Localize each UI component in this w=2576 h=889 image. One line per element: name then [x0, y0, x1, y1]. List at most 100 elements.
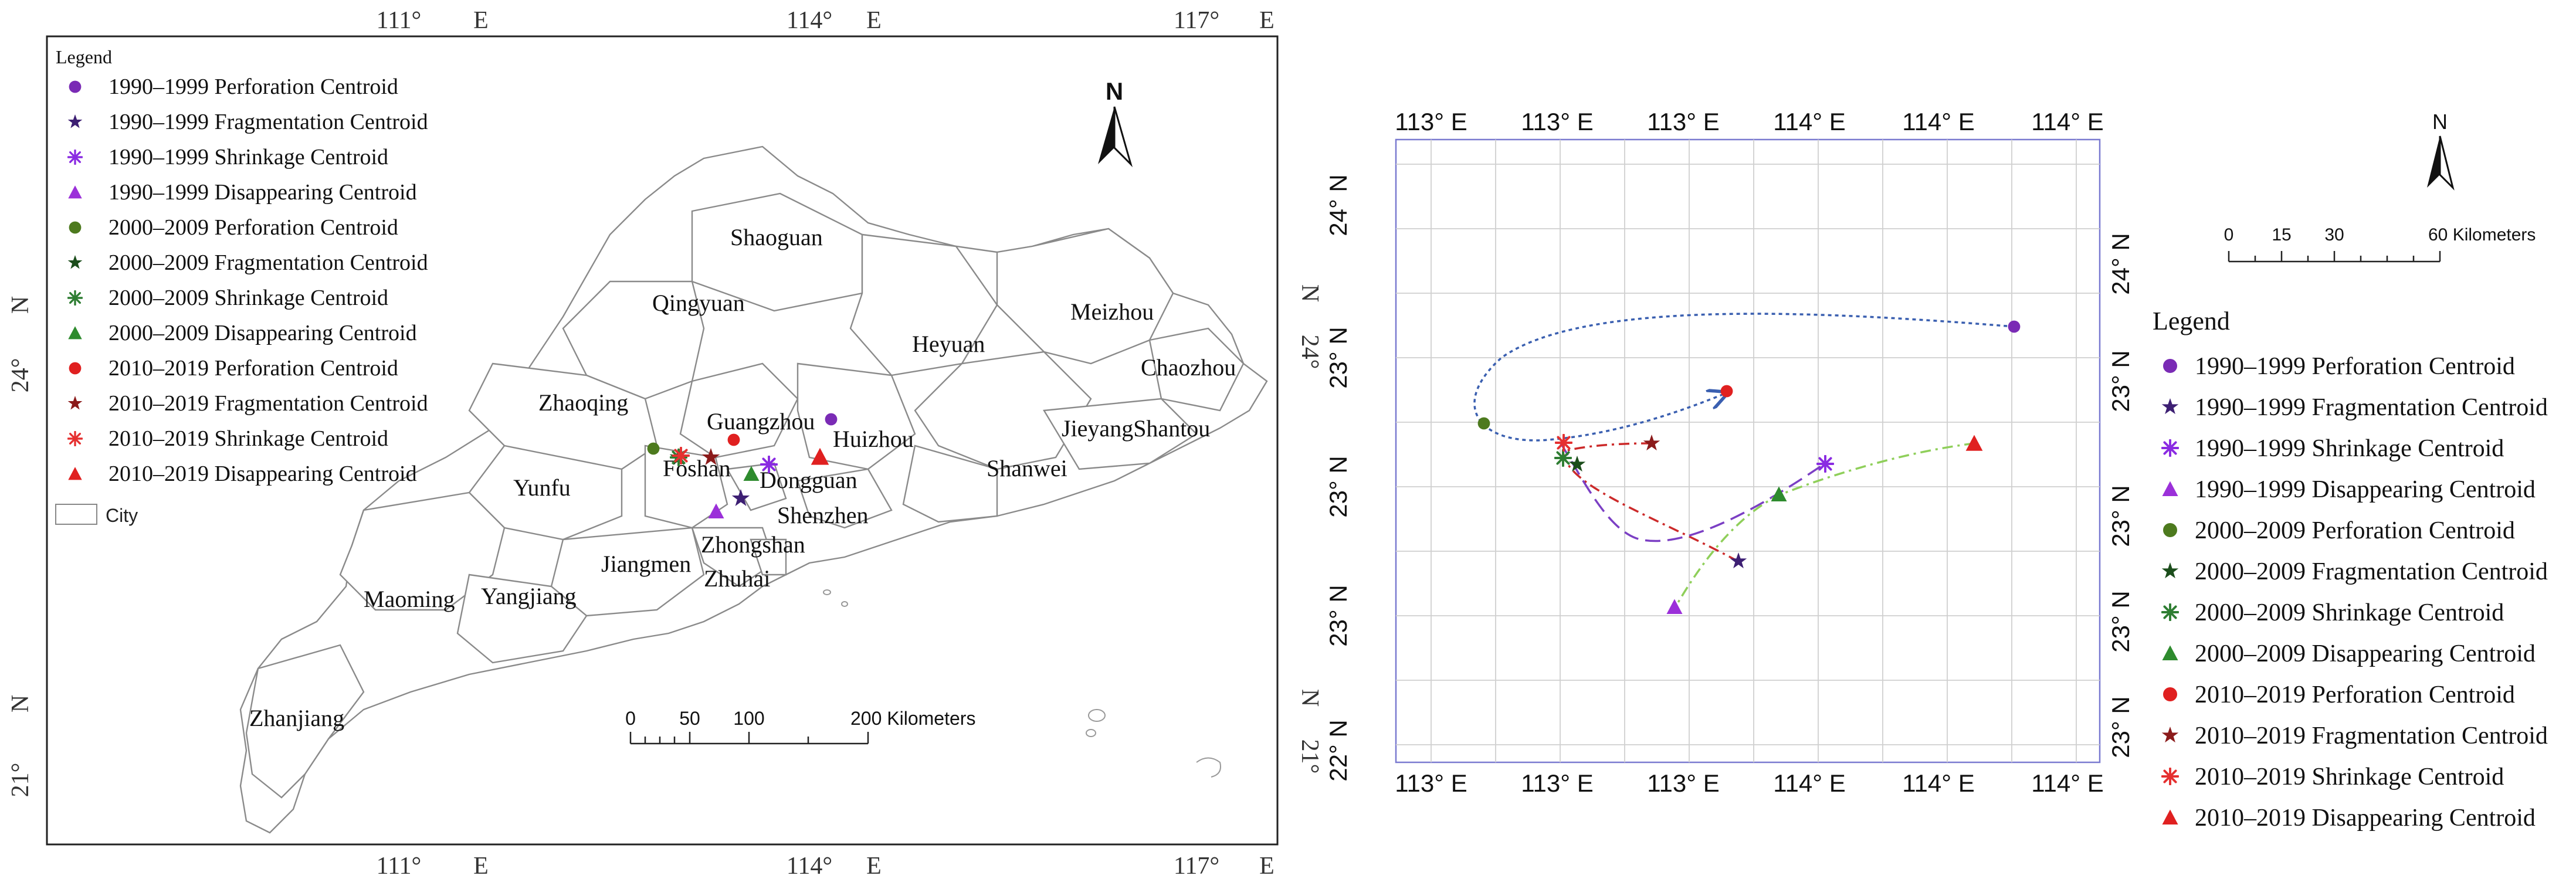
right-legend-marker-1 — [2161, 398, 2179, 415]
right-map-frame — [1395, 138, 2101, 764]
right-bottom-tick-0: 113° E — [1395, 769, 1467, 797]
right-legend-label-10: 2010–2019 Shrinkage Centroid — [2195, 764, 2504, 790]
left-top-tick-114: 114° — [787, 7, 832, 34]
city-label-zhaoqing: Zhaoqing — [538, 389, 628, 416]
trajectory-shrinkage[interactable] — [1559, 442, 1826, 542]
city-label-shaoguan: Shaoguan — [730, 224, 823, 250]
left-top-tick-111: 111° — [377, 7, 422, 34]
right-bottom-tick-1: 113° E — [1521, 769, 1593, 797]
right-legend-label-11: 2010–2019 Disappearing Centroid — [2195, 805, 2536, 832]
left-north-label: N — [1106, 77, 1123, 105]
right-side-tick-24-n: N — [1296, 284, 1323, 302]
left-scale-bar: 0 50 100 200 Kilometers — [625, 708, 975, 745]
left-scale-tick-100: 100 — [733, 708, 764, 729]
left-bottom-tick-114: 114° — [787, 853, 832, 880]
left-map-panel: 111° E 114° E 117° E 111° E 114° E 117° … — [7, 7, 1323, 880]
trajectory-perforation[interactable] — [1473, 313, 2015, 442]
coastal-islands — [823, 589, 1221, 778]
right-side-tick-21-n: N — [1296, 689, 1323, 707]
left-top-tick-117: 117° — [1174, 7, 1219, 34]
city-label-guangzhou: Guangzhou — [707, 408, 815, 435]
right-map-grid — [1396, 140, 2100, 762]
city-label-zhuhai: Zhuhai — [704, 565, 770, 592]
right-legend-marker-5 — [2161, 562, 2179, 579]
left-legend-label-8: 2010–2019 Perforation Centroid — [109, 356, 398, 381]
marker-2010-shrinkage — [672, 447, 690, 464]
left-bottom-tick-111-e: E — [473, 853, 489, 880]
left-bottom-tick-117-e: E — [1259, 853, 1275, 880]
left-side-tick-21-n: N — [7, 695, 34, 712]
right-top-tick-3: 114° E — [1773, 108, 1845, 135]
left-legend: Legend 1990–1999 Perforation Centroid 199… — [55, 46, 428, 526]
right-bottom-tick-2: 113° E — [1647, 769, 1719, 797]
left-north-arrow-left-half — [1098, 107, 1114, 164]
right-scale-tick-30: 30 — [2324, 225, 2344, 245]
right-north-arrow-left-half — [2427, 136, 2440, 188]
right-top-tick-2: 113° E — [1647, 108, 1719, 135]
right-bottom-tick-4: 114° E — [1902, 769, 1974, 797]
right-legend-label-6: 2000–2009 Shrinkage Centroid — [2195, 599, 2504, 626]
trajectory-fragmentation[interactable] — [1562, 442, 1740, 563]
right-north-label: N — [2432, 110, 2448, 134]
right-scale-tick-60: 60 Kilometers — [2428, 225, 2536, 245]
city-label-zhanjiang: Zhanjiang — [249, 705, 344, 731]
right-marker-1990-perforation — [2008, 320, 2021, 333]
left-legend-marker-4 — [69, 221, 82, 234]
marker-1990-perforation — [825, 413, 838, 426]
left-legend-label-5: 2000–2009 Fragmentation Centroid — [109, 250, 428, 275]
left-legend-city-swatch — [55, 504, 97, 525]
city-label-zhongshan: Zhongshan — [701, 531, 805, 558]
left-side-tick-24: 24° — [7, 358, 34, 393]
left-legend-label-0: 1990–1999 Perforation Centroid — [109, 74, 398, 99]
right-legend-label-9: 2010–2019 Fragmentation Centroid — [2195, 722, 2548, 749]
right-legend: Legend 1990–1999 Perforation Centroid 199… — [2153, 307, 2548, 832]
right-legend-marker-6 — [2161, 603, 2179, 621]
marker-2010-perforation — [727, 433, 740, 446]
right-map-panel: 113° E 113° E 113° E 114° E 114° E 114° … — [1324, 108, 2548, 832]
right-legend-marker-2 — [2161, 439, 2179, 457]
left-north-arrow: N — [1098, 77, 1133, 168]
right-marker-2010-perforation — [1720, 385, 1733, 398]
right-legend-marker-0 — [2163, 359, 2177, 373]
right-legend-label-4: 2000–2009 Perforation Centroid — [2195, 517, 2515, 544]
left-scale-tick-0: 0 — [625, 708, 636, 729]
right-marker-2010-shrinkage — [1555, 434, 1572, 452]
right-left-tick-2: 23° N — [1324, 456, 1352, 518]
right-right-tick-0: 24° N — [2107, 233, 2134, 295]
right-north-arrow: N — [2427, 110, 2455, 191]
right-right-tick-4: 23° N — [2107, 696, 2134, 758]
marker-2000-perforation — [647, 442, 660, 455]
right-legend-marker-8 — [2163, 687, 2177, 701]
province-boundary — [239, 145, 1268, 834]
right-legend-label-3: 1990–1999 Disappearing Centroid — [2195, 476, 2536, 503]
right-legend-label-5: 2000–2009 Fragmentation Centroid — [2195, 558, 2548, 585]
right-right-tick-2: 23° N — [2107, 485, 2134, 547]
city-label-heyuan: Heyuan — [912, 331, 985, 357]
city-label-yangjiang: Yangjiang — [481, 583, 577, 609]
city-label-yunfu: Yunfu — [513, 474, 571, 501]
right-legend-label-8: 2010–2019 Perforation Centroid — [2195, 681, 2515, 708]
right-top-tick-5: 114° E — [2031, 108, 2103, 135]
city-label-huizhou: Huizhou — [833, 426, 914, 452]
left-top-tick-111-e: E — [473, 7, 489, 34]
left-legend-marker-10 — [67, 431, 83, 446]
right-top-tick-4: 114° E — [1902, 108, 1974, 135]
right-legend-marker-4 — [2163, 523, 2177, 537]
right-right-tick-3: 23° N — [2107, 591, 2134, 653]
left-legend-marker-0 — [69, 80, 82, 93]
city-label-meizhou: Meizhou — [1070, 298, 1154, 325]
city-label-jieyangshantou: JieyangShantou — [1062, 415, 1210, 442]
right-left-tick-3: 23° N — [1324, 585, 1352, 647]
right-side-tick-21: 21° — [1296, 739, 1323, 774]
left-bottom-tick-117: 117° — [1174, 853, 1219, 880]
right-legend-marker-3 — [2162, 481, 2178, 496]
right-legend-marker-7 — [2162, 645, 2178, 660]
right-scale-bar: 0 15 30 60 Kilometers — [2224, 225, 2536, 263]
left-north-arrow-right-half — [1113, 106, 1133, 168]
right-marker-1990-shrinkage — [1816, 455, 1834, 473]
left-top-tick-117-e: E — [1259, 7, 1275, 34]
left-legend-marker-8 — [69, 362, 82, 375]
city-label-shanwei: Shanwei — [987, 455, 1067, 481]
left-legend-label-3: 1990–1999 Disappearing Centroid — [109, 180, 417, 205]
